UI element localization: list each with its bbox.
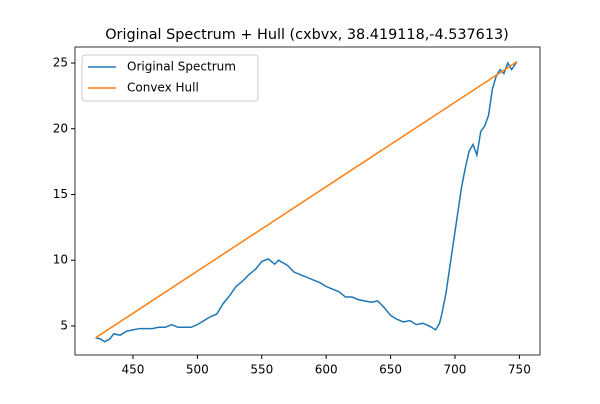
legend-label: Convex Hull [127,81,199,95]
x-tick-label: 700 [444,363,467,377]
y-tick-label: 20 [53,121,68,135]
x-tick-label: 600 [315,363,338,377]
plot-frame [74,46,541,356]
y-tick-label: 5 [60,318,68,332]
line [95,61,518,339]
x-tick-label: 750 [508,363,531,377]
x-tick-label: 650 [379,363,402,377]
legend-label: Original Spectrum [127,60,236,74]
chart-title: Original Spectrum + Hull (cxbvx, 38.4191… [105,27,509,43]
y-tick-label: 15 [53,187,68,201]
legend-box [81,54,259,102]
x-tick-label: 450 [122,363,145,377]
y-tick-label: 10 [53,253,68,267]
y-tick-label: 25 [53,56,68,70]
x-tick-label: 550 [250,363,273,377]
line [95,61,518,343]
x-tick-label: 500 [186,363,209,377]
